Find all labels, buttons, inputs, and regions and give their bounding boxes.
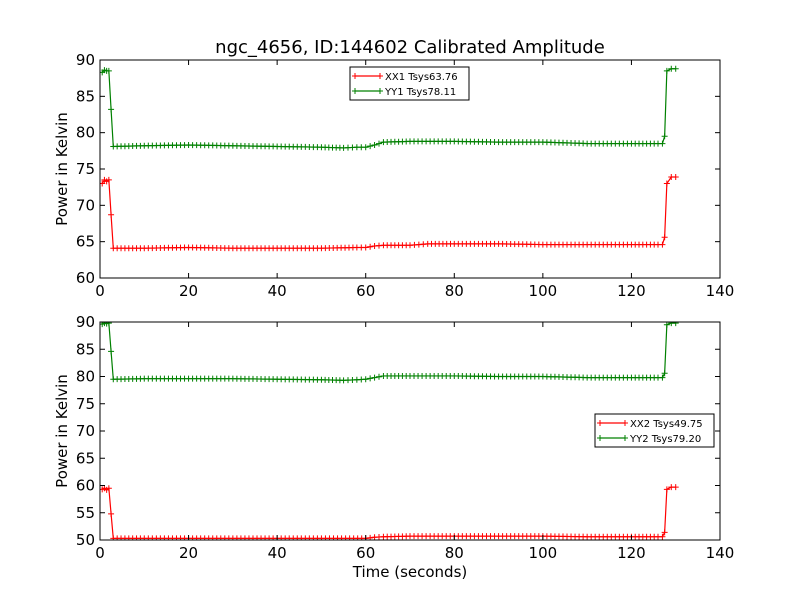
x-tick-label: 80	[445, 544, 464, 562]
y-tick-label: 60	[76, 477, 95, 495]
y-tick-label: 90	[76, 313, 95, 331]
x-tick-label: 120	[617, 544, 646, 562]
y-tick-label: 85	[76, 87, 95, 105]
legend: XX1 Tsys63.76 YY1 Tsys78.11	[349, 66, 470, 101]
y-tick-label: 65	[76, 449, 95, 467]
y-tick-label: 55	[76, 504, 95, 522]
chart-title: ngc_4656, ID:144602 Calibrated Amplitude	[215, 37, 605, 58]
y-tick-label: 50	[76, 531, 95, 549]
legend-marker	[597, 420, 628, 426]
y-tick-label: 60	[76, 269, 95, 287]
y-tick-label: 70	[76, 196, 95, 214]
y-axis-label: Power in Kelvin	[53, 374, 71, 488]
panel-2: 0 20 40 60 80 100 120 140 50 55 60 65 70 75 80 85 90 Powe…	[53, 313, 734, 562]
legend-label: YY2 Tsys79.20	[629, 434, 701, 445]
x-tick-label: 80	[445, 282, 464, 300]
x-tick-label: 0	[95, 544, 105, 562]
series-yy2	[100, 322, 679, 384]
legend: XX2 Tsys49.75 YY2 Tsys79.20	[594, 413, 715, 448]
x-axis-label: Time (seconds)	[352, 563, 468, 581]
legend-box	[349, 66, 470, 101]
x-tick-label: 20	[179, 544, 198, 562]
x-tick-label: 140	[706, 282, 735, 300]
series-xx1	[100, 173, 679, 252]
y-tick-label: 85	[76, 340, 95, 358]
series-markers	[100, 322, 679, 384]
legend-box	[594, 413, 715, 448]
legend-label: XX2 Tsys49.75	[630, 419, 703, 430]
x-tick-label: 60	[356, 544, 375, 562]
x-tick-label: 140	[706, 544, 735, 562]
y-axis-label: Power in Kelvin	[53, 112, 71, 226]
legend-marker	[597, 435, 628, 441]
x-tick-label: 60	[356, 282, 375, 300]
x-tick-label: 120	[617, 282, 646, 300]
series-xx2	[100, 484, 679, 540]
legend-marker	[352, 88, 383, 94]
legend-marker	[352, 73, 383, 79]
panel-1: 0 20 40 60 80 100 120 140 60 65 70 75 80 85 90 Power in…	[53, 51, 734, 300]
series-markers	[100, 173, 679, 252]
y-tick-label: 75	[76, 160, 95, 178]
x-tick-label: 40	[268, 282, 287, 300]
y-tick-label: 90	[76, 51, 95, 69]
series-yy1	[100, 65, 679, 151]
y-tick-label: 80	[76, 124, 95, 142]
legend-label: YY1 Tsys78.11	[384, 87, 456, 98]
y-tick-label: 80	[76, 368, 95, 386]
series-line	[101, 176, 676, 249]
x-tick-label: 20	[179, 282, 198, 300]
series-markers	[100, 65, 679, 151]
x-tick-label: 100	[529, 282, 558, 300]
series-markers	[100, 484, 679, 540]
series-line	[101, 322, 676, 381]
panels: 0 20 40 60 80 100 120 140 60 65 70 75 80 85 90 Power in…	[53, 51, 734, 562]
x-tick-label: 100	[529, 544, 558, 562]
y-tick-label: 70	[76, 422, 95, 440]
legend-label: XX1 Tsys63.76	[385, 72, 458, 83]
y-tick-label: 75	[76, 395, 95, 413]
series-line	[101, 486, 676, 539]
y-tick-label: 65	[76, 233, 95, 251]
x-tick-label: 40	[268, 544, 287, 562]
x-tick-label: 0	[95, 282, 105, 300]
